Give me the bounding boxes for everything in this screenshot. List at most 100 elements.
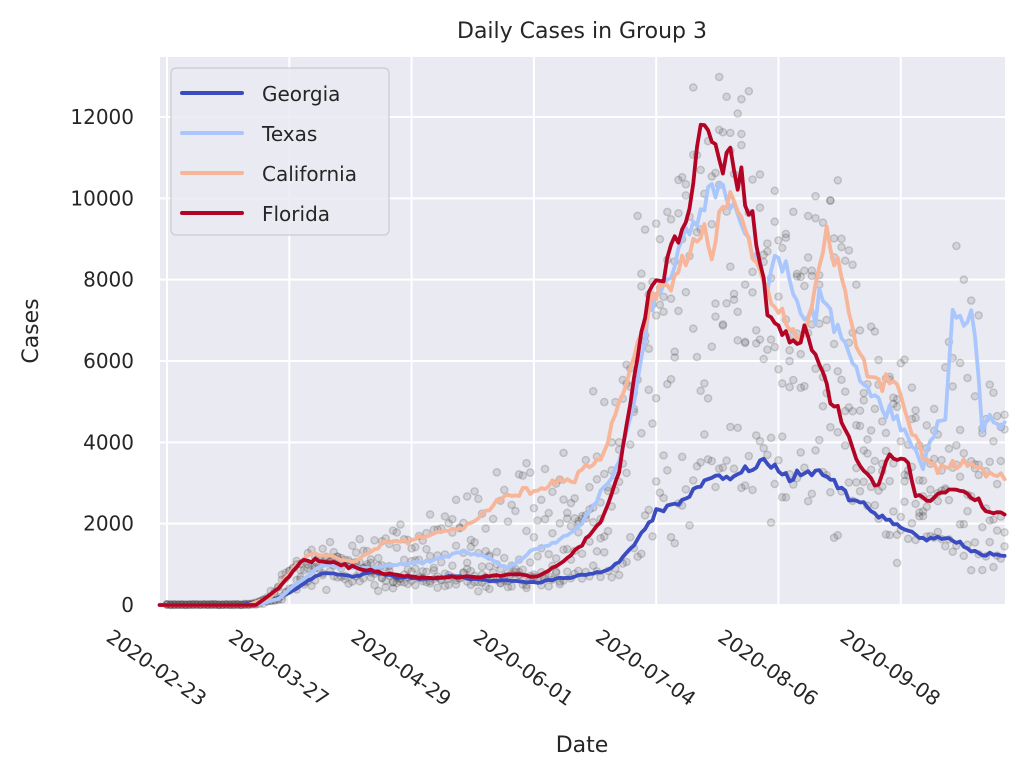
- scatter-point: [681, 191, 691, 200]
- scatter-point: [370, 536, 379, 545]
- scatter-point: [444, 518, 453, 528]
- scatter-point: [392, 543, 402, 552]
- scatter-point: [992, 479, 1002, 489]
- scatter-point: [740, 338, 750, 348]
- scatter-point: [555, 579, 565, 589]
- scatter-point: [429, 563, 439, 573]
- scatter-point: [499, 553, 509, 563]
- scatter-point: [866, 465, 876, 475]
- scatter-point: [418, 566, 428, 576]
- scatter-point: [952, 241, 961, 251]
- scatter-point: [792, 269, 802, 279]
- scatter-point: [844, 246, 854, 255]
- scatter-point: [299, 565, 309, 575]
- scatter-point: [666, 532, 676, 542]
- scatter-point: [514, 470, 524, 479]
- scatter-point: [985, 380, 995, 389]
- scatter-point: [989, 562, 998, 572]
- scatter-point: [474, 587, 483, 596]
- scatter-point: [803, 211, 813, 221]
- scatter-point: [770, 479, 780, 489]
- scatter-point: [325, 537, 335, 547]
- scatter-point: [451, 495, 461, 505]
- scatter-point: [670, 353, 680, 362]
- scatter-point: [688, 476, 698, 485]
- scatter-point: [952, 441, 961, 450]
- scatter-point: [551, 554, 561, 563]
- scatter-point: [740, 280, 750, 289]
- scatter-point: [766, 518, 776, 527]
- scatter-point: [926, 485, 935, 494]
- scatter-point: [748, 485, 757, 495]
- scatter-point: [551, 568, 561, 578]
- chart-title: Daily Cases in Group 3: [457, 19, 707, 44]
- scatter-point: [411, 580, 420, 590]
- scatter-point: [562, 514, 572, 523]
- scatter-point: [651, 219, 661, 228]
- scatter-point: [940, 541, 950, 551]
- scatter-point: [826, 196, 835, 205]
- scatter-point: [429, 566, 439, 575]
- legend-label-georgia: Georgia: [262, 82, 340, 106]
- x-axis-ticks: 2020-02-23 2020-03-27 2020-04-29 2020-06-01…: [102, 624, 945, 710]
- scatter-point: [863, 435, 872, 444]
- scatter-point: [837, 375, 846, 385]
- scatter-point: [651, 477, 661, 486]
- scatter-point: [525, 468, 535, 477]
- scatter-point: [366, 555, 376, 564]
- scatter-point: [796, 272, 806, 282]
- y-tick-label: 4000: [83, 430, 134, 454]
- scatter-point: [755, 436, 765, 446]
- scatter-point: [425, 510, 435, 519]
- scatter-point: [852, 420, 861, 430]
- scatter-point: [811, 446, 820, 455]
- scatter-point: [900, 476, 909, 486]
- scatter-point: [755, 203, 765, 212]
- scatter-point: [559, 545, 568, 555]
- scatter-point: [570, 494, 579, 503]
- scatter-point: [915, 511, 924, 521]
- scatter-point: [777, 492, 787, 502]
- scatter-point: [733, 307, 743, 317]
- scatter-point: [978, 522, 987, 532]
- scatter-point: [666, 294, 676, 304]
- x-tick-label: 2020-07-04: [591, 624, 700, 710]
- scatter-point: [381, 582, 390, 592]
- scatter-point: [944, 495, 954, 505]
- scatter-point: [829, 533, 839, 542]
- y-tick-label: 6000: [83, 349, 134, 373]
- scatter-point: [366, 558, 376, 568]
- scatter-point: [855, 406, 865, 415]
- legend-box: [170, 67, 390, 236]
- scatter-point: [477, 562, 487, 571]
- scatter-point: [874, 355, 883, 365]
- scatter-point: [748, 267, 757, 277]
- scatter-point: [985, 516, 995, 525]
- scatter-point: [470, 487, 479, 496]
- scatter-point: [755, 170, 765, 179]
- scatter-point: [766, 335, 776, 344]
- scatter-point: [544, 508, 554, 518]
- scatter-point: [777, 379, 787, 388]
- x-tick-label: 2020-03-27: [224, 624, 333, 710]
- scatter-point: [737, 94, 746, 104]
- scatter-point: [796, 448, 806, 457]
- scatter-point: [859, 446, 869, 455]
- scatter-point: [863, 449, 872, 458]
- y-tick-label: 10000: [70, 186, 134, 210]
- scatter-point: [726, 422, 735, 432]
- scatter-point: [373, 553, 383, 563]
- scatter-point: [388, 577, 398, 587]
- scatter-point: [774, 292, 783, 301]
- scatter-point: [770, 217, 780, 227]
- scatter-point: [966, 296, 976, 305]
- scatter-point: [655, 234, 665, 244]
- scatter-point: [644, 344, 654, 353]
- y-tick-label: 2000: [83, 512, 134, 536]
- scatter-point: [852, 477, 861, 487]
- scatter-point: [955, 425, 965, 435]
- legend-label-texas: Texas: [261, 122, 317, 146]
- scatter-point: [425, 551, 435, 561]
- scatter-point: [540, 464, 550, 474]
- scatter-point: [318, 544, 327, 554]
